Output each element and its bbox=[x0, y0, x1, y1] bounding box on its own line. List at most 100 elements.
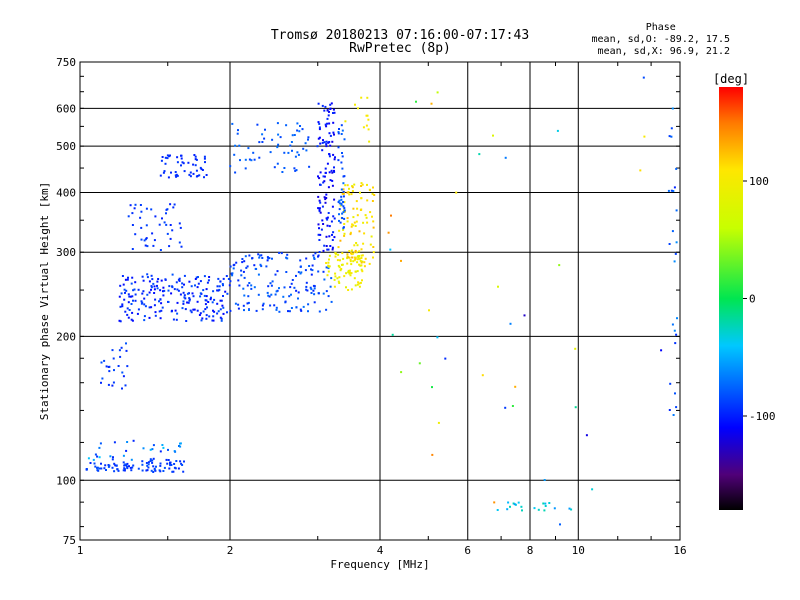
scatter-point bbox=[591, 488, 594, 491]
scatter-point bbox=[312, 284, 315, 287]
scatter-point bbox=[185, 320, 188, 322]
scatter-point bbox=[400, 259, 402, 262]
scatter-point bbox=[183, 274, 186, 277]
scatter-point bbox=[218, 285, 221, 288]
scatter-point bbox=[199, 166, 202, 169]
scatter-point bbox=[671, 323, 674, 326]
scatter-point bbox=[558, 264, 561, 267]
scatter-point bbox=[163, 221, 166, 224]
scatter-point bbox=[358, 263, 361, 266]
scatter-point bbox=[178, 277, 181, 280]
scatter-point bbox=[444, 357, 447, 360]
scatter-point bbox=[343, 201, 346, 204]
y-tick-label: 750 bbox=[56, 56, 76, 69]
scatter-point bbox=[415, 100, 417, 103]
scatter-point bbox=[324, 167, 327, 170]
scatter-point bbox=[229, 265, 232, 268]
scatter-point bbox=[343, 275, 346, 278]
scatter-point bbox=[327, 295, 330, 298]
scatter-point bbox=[242, 270, 245, 273]
scatter-point bbox=[217, 289, 220, 292]
scatter-point bbox=[134, 293, 137, 296]
scatter-point bbox=[341, 263, 344, 266]
scatter-point bbox=[313, 256, 316, 259]
scatter-point bbox=[360, 208, 363, 211]
scatter-point bbox=[148, 306, 151, 309]
scatter-point bbox=[331, 246, 334, 249]
scatter-point bbox=[305, 288, 308, 291]
scatter-point bbox=[171, 273, 174, 276]
scatter-point bbox=[353, 183, 356, 186]
scatter-point bbox=[317, 207, 320, 210]
scatter-point bbox=[329, 179, 332, 182]
scatter-point bbox=[109, 455, 112, 458]
scatter-point bbox=[144, 305, 147, 308]
scatter-point bbox=[142, 279, 145, 282]
scatter-point bbox=[205, 299, 208, 302]
scatter-point bbox=[166, 157, 169, 160]
scatter-point bbox=[344, 120, 347, 123]
scatter-point bbox=[107, 383, 110, 386]
scatter-point bbox=[342, 211, 345, 214]
scatter-point bbox=[162, 294, 165, 297]
scatter-point bbox=[328, 171, 331, 174]
scatter-point bbox=[363, 261, 366, 264]
scatter-point bbox=[196, 300, 199, 303]
scatter-point bbox=[367, 128, 370, 131]
scatter-point bbox=[325, 217, 328, 220]
scatter-point bbox=[174, 467, 177, 470]
scatter-point bbox=[326, 216, 329, 219]
scatter-point bbox=[85, 468, 88, 471]
scatter-point bbox=[148, 291, 151, 294]
scatter-point bbox=[183, 283, 185, 286]
y-tick-label: 300 bbox=[56, 246, 76, 259]
scatter-point bbox=[122, 375, 125, 378]
scatter-point bbox=[400, 371, 403, 374]
scatter-point bbox=[353, 221, 356, 224]
scatter-point bbox=[353, 259, 356, 262]
scatter-point bbox=[150, 285, 153, 288]
scatter-point bbox=[387, 231, 390, 234]
scatter-point bbox=[126, 307, 129, 310]
scatter-point bbox=[250, 287, 253, 290]
scatter-cluster bbox=[344, 96, 371, 143]
scatter-point bbox=[271, 138, 274, 141]
scatter-point bbox=[233, 153, 236, 156]
scatter-point bbox=[190, 285, 193, 288]
scatter-point bbox=[360, 264, 363, 267]
scatter-point bbox=[324, 201, 327, 204]
scatter-point bbox=[328, 110, 330, 113]
scatter-point bbox=[154, 314, 157, 317]
scatter-point bbox=[367, 118, 370, 121]
scatter-point bbox=[333, 111, 336, 114]
scatter-point bbox=[341, 252, 344, 255]
scatter-point bbox=[313, 301, 316, 304]
scatter-point bbox=[276, 162, 279, 165]
scatter-point bbox=[321, 104, 324, 107]
scatter-point bbox=[212, 315, 215, 318]
scatter-point bbox=[94, 465, 97, 468]
scatter-point bbox=[166, 154, 169, 157]
scatter-point bbox=[159, 317, 162, 320]
y-tick-label: 100 bbox=[56, 474, 76, 487]
scatter-point bbox=[119, 355, 122, 358]
scatter-point bbox=[261, 141, 264, 143]
scatter-point bbox=[331, 179, 334, 182]
scatter-point bbox=[365, 216, 368, 219]
scatter-point bbox=[369, 211, 372, 214]
scatter-point bbox=[165, 223, 168, 226]
scatter-point bbox=[126, 313, 129, 316]
scatter-point bbox=[333, 278, 336, 281]
scatter-point bbox=[140, 302, 143, 305]
scatter-point bbox=[337, 246, 340, 249]
scatter-point bbox=[186, 292, 189, 295]
scatter-point bbox=[118, 319, 121, 322]
scatter-point bbox=[141, 469, 144, 472]
scatter-point bbox=[149, 448, 152, 451]
scatter-point bbox=[246, 302, 249, 305]
scatter-point bbox=[356, 283, 359, 286]
scatter-point bbox=[252, 151, 255, 154]
scatter-point bbox=[129, 466, 132, 469]
scatter-point bbox=[513, 503, 516, 506]
scatter-point bbox=[670, 135, 673, 138]
